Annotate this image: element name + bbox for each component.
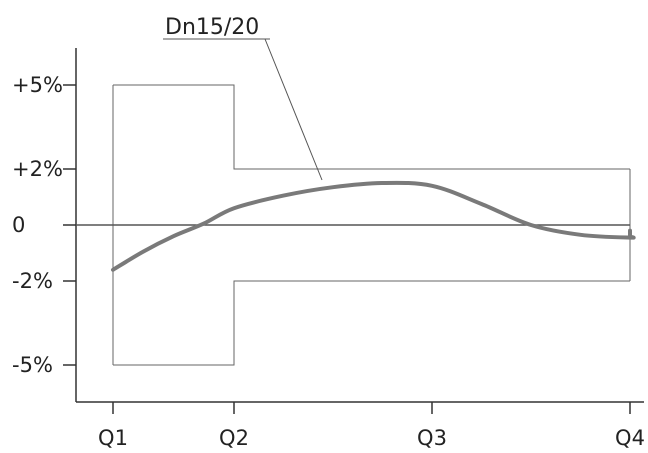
y-tick-label: 0 bbox=[12, 213, 25, 237]
annotation-leader bbox=[264, 38, 323, 181]
series-group bbox=[111, 180, 636, 272]
x-ticks: Q1 Q2 Q3 Q4 bbox=[98, 402, 645, 450]
y-tick-label: -2% bbox=[12, 269, 53, 293]
series-annotation: Dn15/20 bbox=[165, 15, 259, 40]
y-tick-label: -5% bbox=[12, 353, 53, 377]
series-line-0 bbox=[111, 180, 636, 272]
x-tick-label: Q1 bbox=[98, 426, 128, 450]
y-tick-label: +5% bbox=[12, 73, 63, 97]
y-ticks: +5% +2% 0 -2% -5% bbox=[12, 73, 76, 377]
x-tick-label: Q3 bbox=[417, 426, 447, 450]
y-tick-label: +2% bbox=[12, 157, 63, 181]
x-tick-label: Q2 bbox=[219, 426, 249, 450]
envelope-lower bbox=[113, 280, 630, 366]
envelope-upper bbox=[113, 84, 630, 170]
x-tick-label: Q4 bbox=[615, 426, 645, 450]
